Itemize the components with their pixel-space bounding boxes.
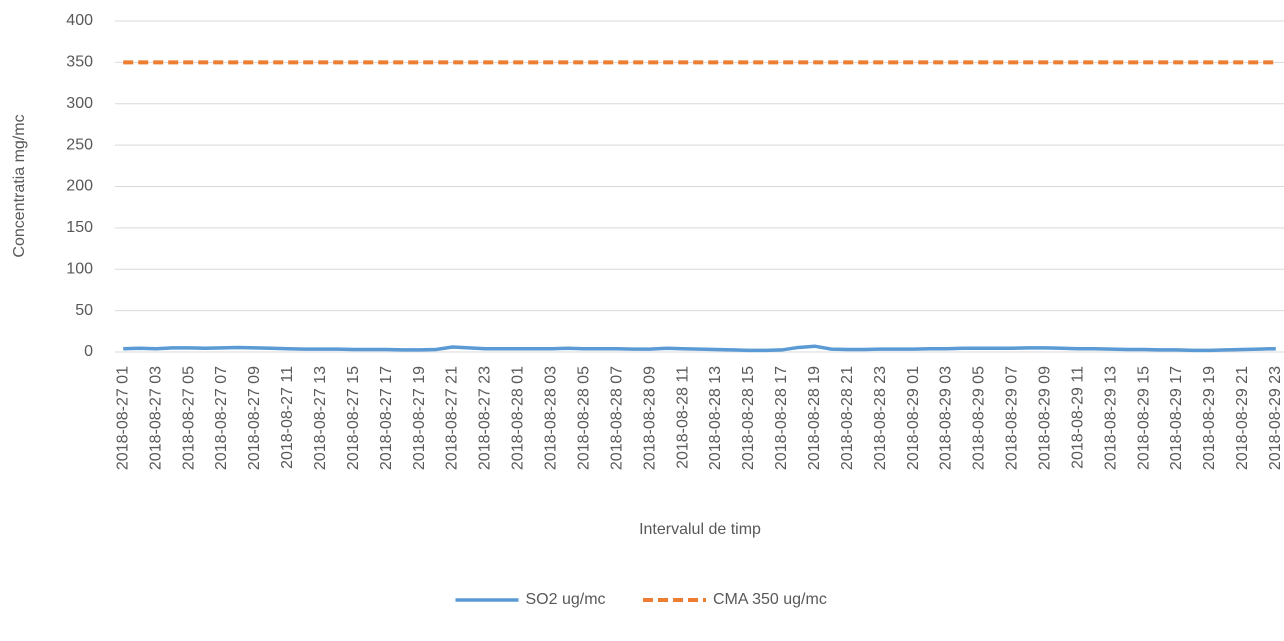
x-tick-label: 2018-08-28 21 <box>839 366 856 470</box>
y-axis-title: Concentratia mg/mc <box>11 114 28 257</box>
x-tick-label: 2018-08-29 19 <box>1201 366 1218 470</box>
x-tick-label: 2018-08-27 19 <box>411 366 428 470</box>
x-tick-label: 2018-08-29 03 <box>938 366 955 470</box>
x-tick-label: 2018-08-27 09 <box>246 366 263 470</box>
x-tick-label: 2018-08-29 01 <box>905 366 922 470</box>
x-tick-label: 2018-08-27 13 <box>312 366 329 470</box>
x-tick-label: 2018-08-28 13 <box>707 366 724 470</box>
x-tick-label: 2018-08-28 17 <box>773 366 790 470</box>
y-tick-label: 200 <box>66 178 93 195</box>
x-tick-label: 2018-08-27 03 <box>147 366 164 470</box>
y-tick-label: 250 <box>66 136 93 153</box>
y-tick-label: 400 <box>66 12 93 29</box>
x-tick-label: 2018-08-29 09 <box>1036 366 1053 470</box>
x-tick-label: 2018-08-28 05 <box>575 366 592 470</box>
legend-label: CMA 350 ug/mc <box>713 591 827 608</box>
y-tick-label: 350 <box>66 54 93 71</box>
x-tick-label: 2018-08-27 07 <box>213 366 230 470</box>
x-axis-title: Intervalul de timp <box>639 521 761 538</box>
x-tick-label: 2018-08-28 01 <box>510 366 527 470</box>
y-tick-label: 100 <box>66 260 93 277</box>
x-tick-label: 2018-08-29 11 <box>1069 366 1086 469</box>
x-tick-label: 2018-08-27 17 <box>378 366 395 470</box>
y-tick-label: 150 <box>66 219 93 236</box>
x-tick-label: 2018-08-28 11 <box>674 366 691 469</box>
x-tick-label: 2018-08-29 17 <box>1168 366 1185 470</box>
series-line <box>123 344 1276 353</box>
y-tick-label: 50 <box>75 302 93 319</box>
x-tick-label: 2018-08-29 23 <box>1267 366 1284 470</box>
x-tick-label: 2018-08-27 05 <box>180 366 197 470</box>
x-tick-label: 2018-08-28 15 <box>740 366 757 470</box>
x-tick-label: 2018-08-29 05 <box>971 366 988 470</box>
x-tick-label: 2018-08-28 03 <box>543 366 560 470</box>
x-tick-label: 2018-08-27 23 <box>477 366 494 470</box>
x-tick-label: 2018-08-28 07 <box>608 366 625 470</box>
x-tick-label: 2018-08-27 15 <box>345 366 362 470</box>
x-tick-label: 2018-08-29 15 <box>1135 366 1152 470</box>
y-tick-label: 300 <box>66 95 93 112</box>
x-tick-label: 2018-08-28 19 <box>806 366 823 470</box>
y-tick-label: 0 <box>84 343 93 360</box>
legend-label: SO2 ug/mc <box>526 591 606 608</box>
x-tick-label: 2018-08-28 23 <box>872 366 889 470</box>
x-tick-label: 2018-08-27 01 <box>114 366 131 470</box>
x-tick-label: 2018-08-29 07 <box>1004 366 1021 470</box>
x-tick-label: 2018-08-27 21 <box>444 366 461 470</box>
x-tick-label: 2018-08-28 09 <box>641 366 658 470</box>
x-tick-label: 2018-08-29 13 <box>1102 366 1119 470</box>
x-tick-label: 2018-08-29 21 <box>1234 366 1251 470</box>
x-tick-label: 2018-08-27 11 <box>279 366 296 469</box>
